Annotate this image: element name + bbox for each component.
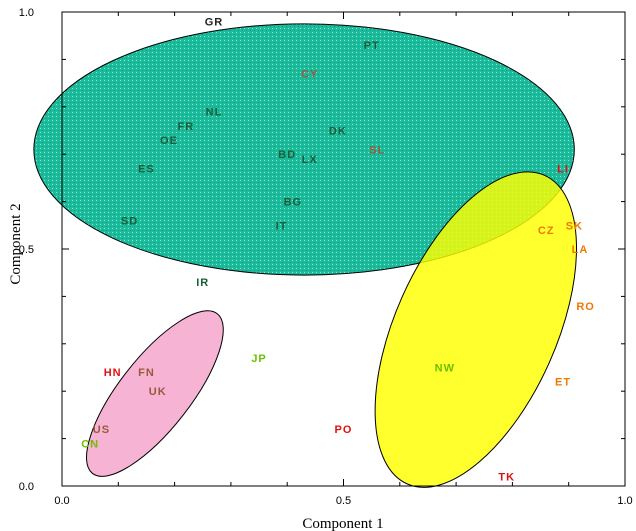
point-label-pt: PT bbox=[364, 40, 380, 52]
y-tick-label: 1.0 bbox=[19, 7, 34, 19]
point-label-sd: SD bbox=[121, 216, 138, 228]
point-label-es: ES bbox=[138, 163, 155, 175]
point-label-hn: HN bbox=[104, 367, 122, 379]
point-label-ro: RO bbox=[576, 301, 595, 313]
point-label-fr: FR bbox=[178, 121, 195, 133]
point-label-us: US bbox=[93, 424, 110, 436]
pink-cluster-ellipse bbox=[86, 310, 224, 477]
yellow-cluster-ellipse bbox=[374, 171, 577, 488]
point-label-cn: CN bbox=[81, 438, 99, 450]
point-label-li: LI bbox=[557, 163, 569, 175]
y-tick-label: 0.5 bbox=[19, 244, 34, 256]
y-axis-label: Component 2 bbox=[8, 203, 24, 284]
y-tick-label: 0.0 bbox=[19, 481, 34, 493]
point-label-ir: IR bbox=[196, 277, 209, 289]
point-label-dk: DK bbox=[329, 126, 347, 138]
point-label-oe: OE bbox=[160, 135, 178, 147]
cluster-ellipses bbox=[33, 23, 577, 488]
point-labels: GR PT CY NL FR DK OE SL BD LX ES BG SD IT IR JP LI CZ SK LA… bbox=[81, 16, 595, 484]
point-label-cz: CZ bbox=[538, 225, 555, 237]
point-label-et: ET bbox=[555, 377, 571, 389]
point-label-nw: NW bbox=[435, 363, 455, 375]
point-label-it: IT bbox=[276, 220, 288, 232]
point-label-gr: GR bbox=[205, 16, 224, 28]
point-label-bg: BG bbox=[284, 197, 303, 209]
green-cluster-ellipse bbox=[33, 23, 575, 276]
point-label-po: PO bbox=[335, 424, 353, 436]
point-label-uk: UK bbox=[149, 386, 167, 398]
x-tick-label: 1.0 bbox=[617, 495, 632, 507]
point-label-bd: BD bbox=[278, 149, 296, 161]
x-tick-label: 0.5 bbox=[336, 495, 351, 507]
point-label-nl: NL bbox=[206, 107, 223, 119]
x-axis-label: Component 1 bbox=[302, 516, 383, 531]
point-label-jp: JP bbox=[251, 353, 266, 365]
point-label-tk: TK bbox=[498, 472, 515, 484]
axes: 0.0 0.5 1.0 0.0 0.5 1.0 bbox=[19, 7, 633, 507]
point-label-sk: SK bbox=[566, 220, 583, 232]
point-label-lx: LX bbox=[302, 154, 318, 166]
point-label-sl: SL bbox=[369, 144, 385, 156]
x-tick-label: 0.0 bbox=[54, 495, 69, 507]
point-label-cy: CY bbox=[301, 69, 318, 81]
point-label-fn: FN bbox=[138, 367, 155, 379]
point-label-la: LA bbox=[572, 244, 589, 256]
